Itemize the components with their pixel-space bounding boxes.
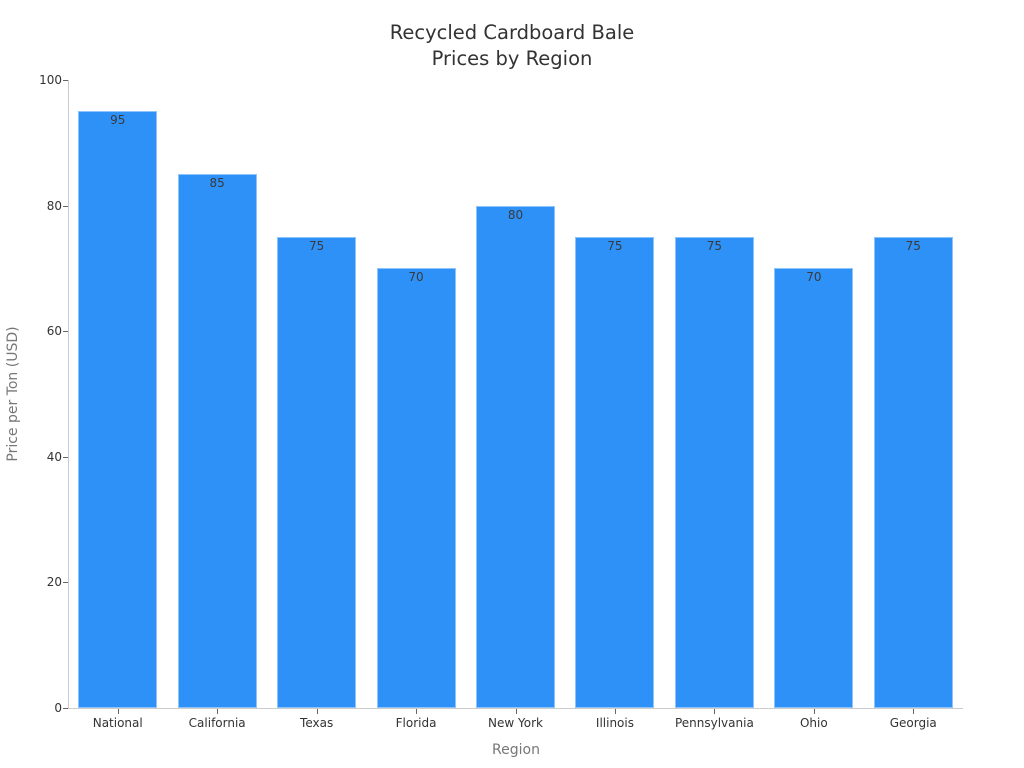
chart-title-line-2: Prices by Region	[431, 47, 593, 70]
bar-value-label: 95	[110, 113, 126, 128]
x-tick	[515, 709, 517, 714]
x-tick	[117, 709, 119, 714]
bar-value-label: 85	[209, 176, 225, 191]
bar-value-label: 75	[308, 239, 325, 253]
x-tick-label: National	[92, 716, 143, 730]
x-axis-label: Region	[492, 742, 540, 758]
y-tick-label: 80	[46, 198, 62, 213]
bar-california	[177, 174, 257, 708]
chart-title-line-1: Recycled Cardboard Bale	[389, 21, 635, 44]
y-tick-label: 100	[39, 73, 62, 87]
x-tick-label: Florida	[395, 716, 437, 730]
bar-florida	[376, 268, 456, 708]
x-tick	[813, 709, 815, 714]
y-axis-label: Price per Ton (USD)	[5, 326, 21, 462]
bar-value-label: 80	[507, 207, 524, 222]
bar-national	[78, 111, 158, 708]
bar-texas	[277, 237, 357, 708]
x-tick	[614, 709, 616, 714]
bar-value-label: 75	[905, 239, 921, 253]
x-tick	[714, 709, 716, 714]
y-tick	[63, 456, 68, 458]
x-tick	[416, 709, 418, 714]
y-tick	[63, 205, 68, 207]
x-axis-line	[68, 708, 963, 709]
x-tick	[913, 709, 915, 714]
bar-value-label: 75	[706, 239, 723, 253]
bar-illinois	[575, 237, 655, 708]
x-tick-label: Texas	[300, 716, 334, 730]
y-axis-line	[68, 80, 69, 708]
bar-new-york	[476, 205, 555, 708]
x-tick-label: Illinois	[595, 716, 634, 730]
x-tick-label: California	[188, 716, 246, 730]
x-tick-label: Ohio	[799, 716, 828, 730]
y-tick	[63, 80, 68, 81]
x-tick	[316, 709, 318, 714]
bar-georgia	[873, 237, 953, 708]
x-tick	[217, 709, 219, 714]
x-tick-label: Georgia	[889, 716, 937, 730]
y-tick	[63, 331, 68, 333]
x-tick-label: New York	[488, 716, 543, 730]
bar-value-label: 70	[408, 270, 424, 285]
bar-value-label: 70	[806, 270, 822, 285]
y-tick	[63, 582, 68, 584]
y-tick-label: 40	[46, 449, 62, 464]
x-tick-label: Pennsylvania	[674, 716, 754, 730]
y-tick	[63, 708, 68, 709]
bar-ohio	[774, 268, 854, 708]
y-tick-label: 60	[46, 324, 62, 339]
y-tick-label: 0	[54, 701, 62, 715]
y-tick-label: 20	[46, 575, 62, 590]
bar-value-label: 75	[607, 239, 623, 253]
bar-pennsylvania	[674, 237, 754, 708]
